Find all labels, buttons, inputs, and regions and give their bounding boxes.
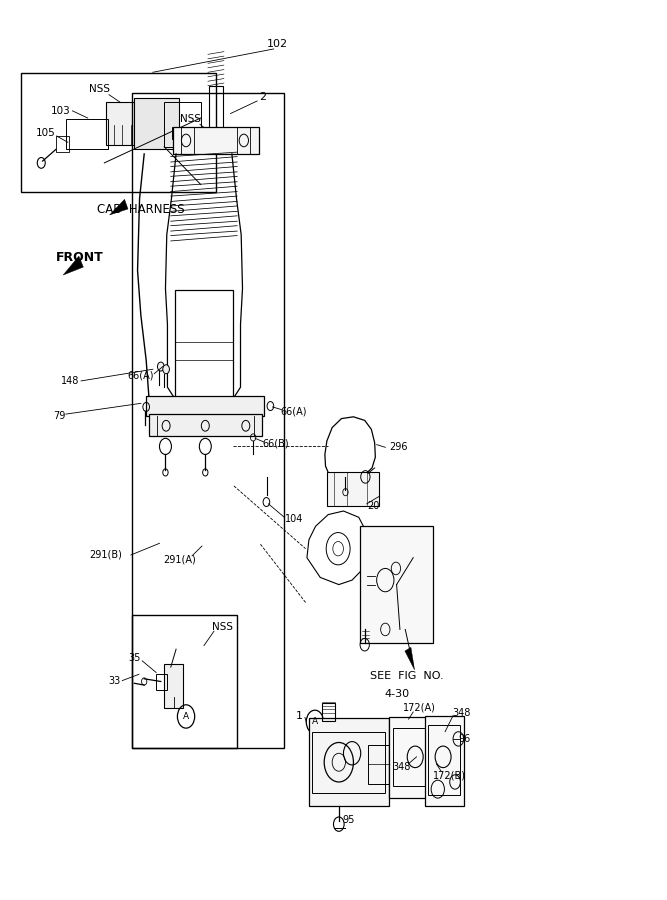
- Polygon shape: [307, 511, 368, 585]
- Text: 291(B): 291(B): [89, 550, 122, 560]
- Text: 33: 33: [108, 676, 121, 686]
- Text: A: A: [183, 712, 189, 721]
- Bar: [394, 728, 438, 787]
- Bar: [172, 127, 181, 139]
- Text: FRONT: FRONT: [56, 250, 103, 264]
- Text: 103: 103: [51, 106, 71, 116]
- Bar: [132, 93, 283, 748]
- Bar: [309, 718, 389, 806]
- Bar: [327, 472, 379, 506]
- Text: 291(A): 291(A): [163, 554, 196, 564]
- Bar: [156, 674, 167, 690]
- Bar: [425, 716, 464, 806]
- Text: SEE  FIG  NO.: SEE FIG NO.: [370, 671, 444, 681]
- Text: 2: 2: [259, 93, 266, 103]
- Text: 66(A): 66(A): [127, 371, 154, 381]
- Polygon shape: [109, 199, 128, 215]
- Text: 102: 102: [267, 39, 287, 49]
- Text: 148: 148: [61, 376, 79, 386]
- Text: NSS: NSS: [89, 85, 110, 94]
- Text: 95: 95: [342, 814, 354, 824]
- Text: 96: 96: [458, 734, 470, 744]
- Bar: [21, 73, 216, 192]
- Bar: [67, 119, 107, 148]
- Bar: [428, 725, 460, 796]
- Circle shape: [163, 364, 169, 373]
- Circle shape: [157, 362, 164, 371]
- Text: 104: 104: [284, 514, 303, 524]
- Text: 296: 296: [390, 442, 408, 453]
- Bar: [132, 615, 237, 748]
- Bar: [146, 396, 264, 416]
- Bar: [106, 102, 165, 145]
- Bar: [209, 86, 223, 129]
- Text: 35: 35: [128, 653, 141, 663]
- Text: 172(A): 172(A): [404, 703, 436, 713]
- Text: 105: 105: [36, 129, 56, 139]
- Text: 66(B): 66(B): [262, 438, 289, 449]
- Bar: [134, 98, 179, 148]
- Bar: [321, 703, 335, 721]
- Bar: [360, 526, 433, 643]
- Text: 4-30: 4-30: [384, 689, 409, 699]
- Bar: [389, 717, 443, 798]
- Text: NSS: NSS: [212, 622, 233, 632]
- Text: 348: 348: [452, 708, 470, 718]
- Bar: [175, 291, 233, 398]
- Text: 20: 20: [367, 500, 380, 510]
- Polygon shape: [63, 256, 83, 275]
- Text: 348: 348: [393, 761, 411, 771]
- Polygon shape: [405, 647, 414, 670]
- Bar: [149, 414, 261, 436]
- Text: A: A: [312, 717, 318, 726]
- Bar: [164, 664, 183, 707]
- Bar: [173, 127, 259, 154]
- Bar: [312, 732, 386, 793]
- Text: NSS: NSS: [179, 114, 201, 124]
- Text: CAB  HARNESS: CAB HARNESS: [97, 203, 185, 216]
- Bar: [164, 102, 201, 147]
- Text: 66(A): 66(A): [280, 407, 307, 417]
- Text: 79: 79: [53, 411, 66, 421]
- Text: 1: 1: [295, 712, 302, 722]
- Bar: [56, 136, 69, 152]
- Bar: [368, 745, 390, 784]
- Text: 172(B): 172(B): [434, 770, 466, 780]
